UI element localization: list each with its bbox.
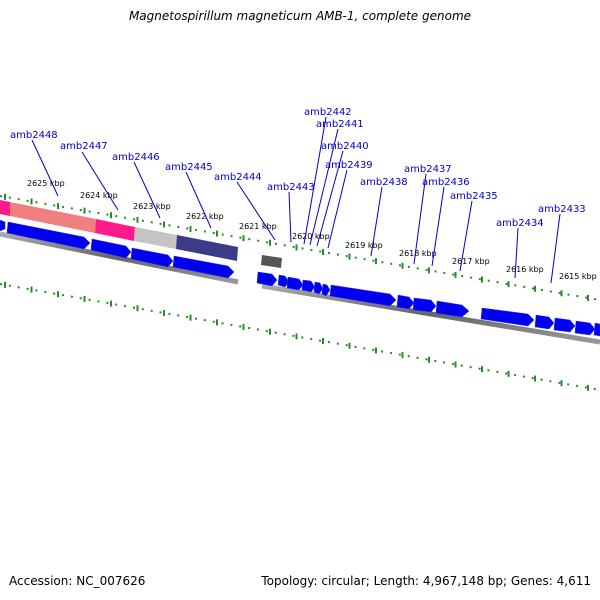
leader-line xyxy=(303,116,327,245)
accession-text: Accession: NC_007626 xyxy=(9,574,146,588)
gene-arrow xyxy=(6,221,91,250)
kbp-label: 2625 kbp xyxy=(27,179,65,188)
gene-label: amb2448 xyxy=(10,130,58,141)
label-leader-lines xyxy=(31,116,561,284)
feature-bar-gray xyxy=(134,227,177,249)
gene-label: amb2446 xyxy=(112,152,160,163)
leader-line xyxy=(514,227,519,279)
kbp-labels: 2625 kbp 2624 kbp 2623 kbp 2622 kbp 2621… xyxy=(27,179,597,281)
kbp-label: 2617 kbp xyxy=(452,257,490,266)
leader-line xyxy=(81,151,119,211)
major-ticks-outer xyxy=(4,193,589,301)
gene-arrow xyxy=(329,284,397,307)
gene-label: amb2442 xyxy=(304,107,352,118)
gene-label: amb2436 xyxy=(422,177,470,188)
gene-label: amb2447 xyxy=(60,141,108,152)
gene-label: amb2445 xyxy=(165,162,213,173)
topology-text: Topology: circular; Length: 4,967,148 bp… xyxy=(261,574,591,588)
feature-bar-salmon xyxy=(10,202,96,233)
leader-line xyxy=(31,139,59,197)
gene-label: amb2439 xyxy=(325,160,373,171)
gene-arrow xyxy=(286,276,304,291)
leader-line xyxy=(288,191,292,243)
gene-arrow xyxy=(412,297,437,313)
leader-line xyxy=(316,150,344,247)
leader-line xyxy=(431,186,445,267)
gene-arrow xyxy=(256,271,278,287)
leader-line xyxy=(413,173,427,265)
gene-arrow xyxy=(313,281,324,295)
gene-arrow xyxy=(396,294,415,310)
leader-line xyxy=(459,200,473,272)
feature-track xyxy=(0,200,282,268)
leader-line xyxy=(327,169,348,249)
kbp-label: 2620 kbp xyxy=(292,232,330,241)
gene-arrow xyxy=(574,320,596,336)
leader-line xyxy=(370,186,383,257)
gene-arrow xyxy=(435,300,470,318)
gene-label: amb2443 xyxy=(267,182,315,193)
gene-arrow xyxy=(321,283,331,297)
gene-arrow xyxy=(593,322,600,337)
feature-bar-navy xyxy=(176,235,238,261)
genome-title: Magnetospirillum magneticum AMB-1, compl… xyxy=(128,9,472,23)
gene-arrow xyxy=(0,219,6,232)
gene-arrow xyxy=(480,307,535,327)
gene-label: amb2444 xyxy=(214,172,262,183)
kbp-label: 2615 kbp xyxy=(559,272,597,281)
leader-line xyxy=(133,161,161,219)
gene-arrow xyxy=(553,317,576,333)
feature-bar-pink-left xyxy=(0,200,10,216)
genome-backbone xyxy=(0,231,600,345)
gene-label: amb2433 xyxy=(538,204,586,215)
gene-arrow xyxy=(90,238,132,259)
gene-arrow xyxy=(277,274,290,288)
kbp-label: 2618 kbp xyxy=(399,249,437,258)
kbp-label: 2619 kbp xyxy=(345,241,383,250)
leader-line xyxy=(550,213,561,284)
kbp-label: 2624 kbp xyxy=(80,191,118,200)
gene-label: amb2437 xyxy=(404,164,452,175)
gene-arrow xyxy=(130,247,174,268)
gene-label: amb2434 xyxy=(496,218,544,229)
feature-bar-dark xyxy=(261,255,282,268)
gene-arrow xyxy=(534,314,555,330)
kbp-label: 2622 kbp xyxy=(186,212,224,221)
kbp-label: 2621 kbp xyxy=(239,222,277,231)
gene-arrow xyxy=(301,279,316,293)
leader-line xyxy=(236,181,276,241)
gene-arrows xyxy=(0,219,600,337)
gene-label: amb2440 xyxy=(321,141,369,152)
leader-line xyxy=(309,128,339,246)
major-ticks-inner xyxy=(4,281,589,391)
gene-label: amb2438 xyxy=(360,177,408,188)
tick-track-inner xyxy=(0,283,600,391)
gene-label: amb2441 xyxy=(316,119,364,130)
kbp-label: 2623 kbp xyxy=(133,202,171,211)
gene-arrow xyxy=(172,255,235,279)
gene-labels: amb2448 amb2447 amb2446 amb2445 amb2444 … xyxy=(10,107,586,229)
leader-line xyxy=(185,171,212,229)
feature-bar-pink xyxy=(95,219,135,241)
kbp-label: 2616 kbp xyxy=(506,265,544,274)
gene-label: amb2435 xyxy=(450,191,498,202)
